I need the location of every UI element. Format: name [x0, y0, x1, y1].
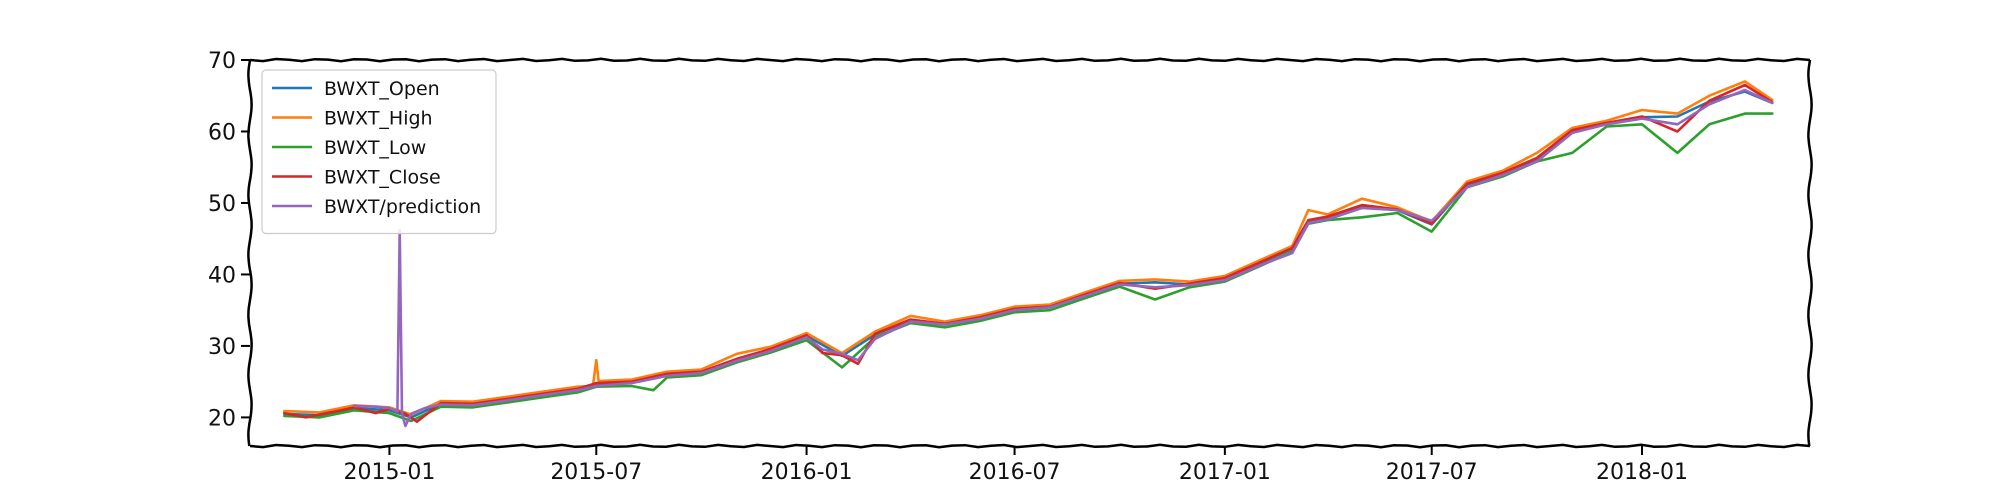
x-tick-label: 2018-01	[1596, 460, 1688, 485]
frame-top	[249, 57, 1811, 63]
series-layer	[283, 80, 1774, 428]
legend-entry-label: BWXT_Close	[324, 167, 441, 189]
series-line-bwxt-open	[283, 90, 1774, 419]
series-line-bwxt-high	[283, 80, 1774, 416]
plot-frame	[247, 57, 1813, 449]
legend-entry-label: BWXT/prediction	[324, 196, 481, 218]
legend-box	[261, 69, 497, 235]
y-tick-label: 60	[208, 120, 236, 145]
legend-entry-label: BWXT_Open	[324, 78, 440, 100]
frame-left	[247, 59, 253, 447]
series-line-bwxt-prediction	[352, 88, 1774, 428]
frame-right	[1807, 59, 1813, 447]
legend-entry-label: BWXT_Low	[324, 137, 426, 159]
y-tick-label: 70	[208, 49, 236, 74]
x-tick-label: 2016-01	[761, 460, 853, 485]
legend-entry-label: BWXT_High	[324, 108, 433, 130]
y-tick-label: 40	[208, 263, 236, 288]
y-tick-label: 20	[208, 406, 236, 431]
x-tick-label: 2017-07	[1386, 460, 1478, 485]
y-tick-label: 50	[208, 192, 236, 217]
x-tick-label: 2017-01	[1179, 460, 1271, 485]
x-tick-label: 2015-01	[343, 460, 435, 485]
x-axis: 2015-01 2015-07 2016-01 2016-07 2017-01 2017-…	[343, 446, 1688, 485]
y-tick-label: 30	[208, 335, 236, 360]
series-line-bwxt-close	[283, 83, 1774, 423]
x-tick-label: 2016-07	[969, 460, 1061, 485]
legend: BWXT_Open BWXT_High BWXT_Low BWXT_Close BWXT…	[261, 69, 497, 235]
x-tick-label: 2015-07	[550, 460, 642, 485]
y-axis: 20 30 40 50 60 70	[208, 49, 250, 431]
frame-bottom	[249, 443, 1811, 449]
series-line-bwxt-low	[283, 112, 1774, 423]
